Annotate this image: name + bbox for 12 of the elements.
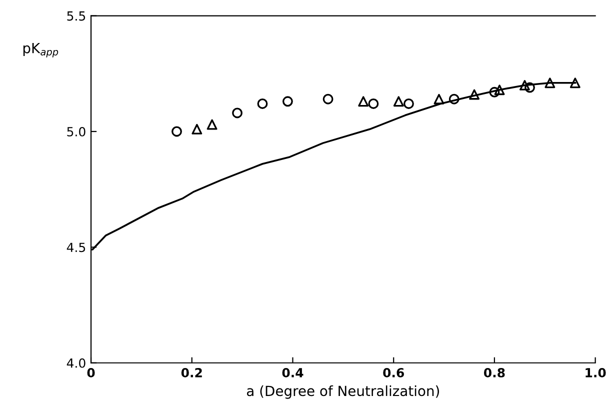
y-axis-title: pK$_{app}$ xyxy=(23,43,58,58)
y-tick-label: 4.0 xyxy=(66,358,86,368)
x-tick-label: 0.2 xyxy=(181,368,202,378)
y-tick-label: 4.5 xyxy=(66,242,86,252)
x-tick-label: 0.8 xyxy=(484,368,505,378)
x-axis-title: a (Degree of Neutralization) xyxy=(246,385,439,399)
x-tick-label: 0.6 xyxy=(383,368,404,378)
y-tick-label: 5.0 xyxy=(67,126,86,136)
x-tick-label: 0.4 xyxy=(282,368,304,378)
x-tick-label: 0 xyxy=(87,368,95,378)
x-tick-label: 1.0 xyxy=(586,368,606,378)
y-tick-label: 5.5 xyxy=(67,11,86,21)
